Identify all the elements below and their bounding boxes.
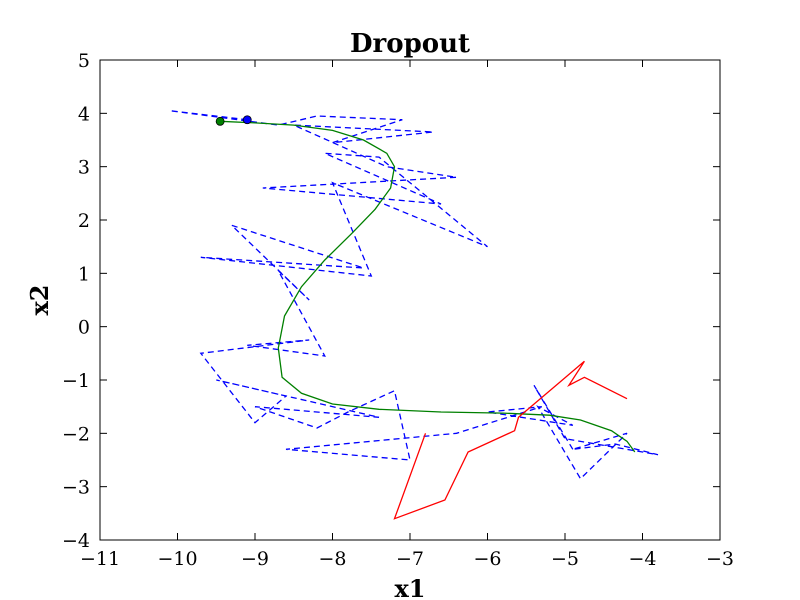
x-tick-label: −3 — [706, 548, 734, 570]
series-line-2 — [220, 120, 636, 453]
y-tick-label: −2 — [62, 423, 90, 445]
x-axis-label: x1 — [394, 574, 425, 600]
x-tick-label: −11 — [80, 548, 120, 570]
plot-frame — [99, 59, 721, 541]
y-tick-label: −1 — [62, 370, 90, 392]
plot-area — [169, 110, 659, 520]
x-tick-label: −6 — [473, 548, 501, 570]
x-tick-label: −4 — [628, 548, 656, 570]
x-tick-label: −10 — [157, 548, 197, 570]
y-axis-label: x2 — [25, 284, 54, 315]
x-tick-label: −9 — [241, 548, 269, 570]
start-marker-1 — [242, 115, 252, 125]
y-tick-label: 4 — [78, 103, 90, 125]
y-tick-label: 1 — [78, 263, 90, 285]
series-line-3 — [393, 360, 628, 520]
y-tick-label: 2 — [78, 210, 90, 232]
y-tick-label: −4 — [62, 530, 90, 552]
series-line-1 — [169, 110, 659, 480]
start-marker-2 — [215, 116, 225, 126]
y-tick-label: 3 — [78, 157, 90, 179]
y-tick-label: −3 — [62, 477, 90, 499]
x-tick-label: −8 — [318, 548, 346, 570]
x-tick-label: −5 — [551, 548, 579, 570]
chart-title: Dropout — [350, 29, 470, 59]
y-tick-label: 0 — [78, 317, 90, 339]
y-tick-label: 5 — [78, 50, 90, 72]
x-tick-label: −7 — [396, 548, 424, 570]
